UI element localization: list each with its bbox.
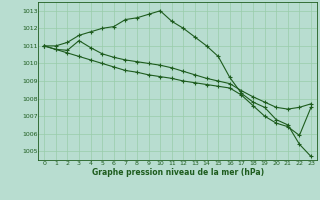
X-axis label: Graphe pression niveau de la mer (hPa): Graphe pression niveau de la mer (hPa) (92, 168, 264, 177)
